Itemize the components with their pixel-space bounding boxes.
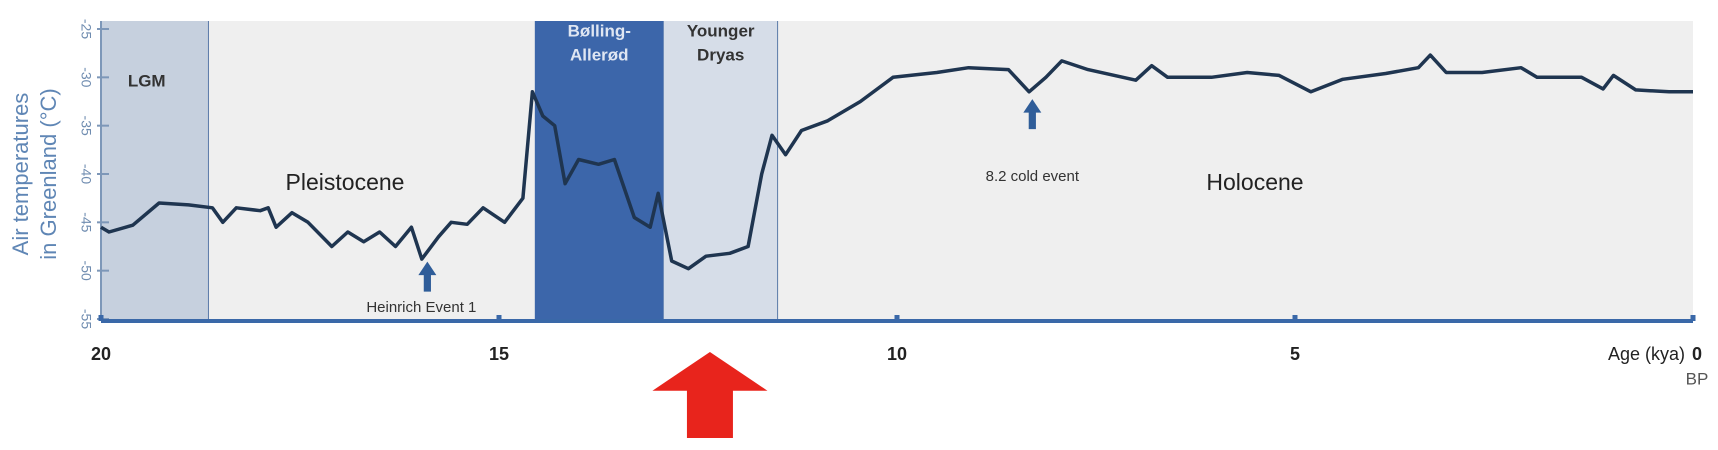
y-axis-label: in Greenland (°C)	[36, 88, 61, 259]
y-tick-label: -40	[78, 164, 94, 184]
highlight-arrow	[652, 352, 768, 438]
x-tick-label: 5	[1290, 344, 1300, 364]
temperature-line	[100, 53, 1693, 271]
event-label: Heinrich Event 1	[366, 299, 476, 316]
x-tick-label: 10	[887, 344, 907, 364]
event-label: 8.2 cold event	[986, 168, 1080, 185]
x-axis-label: Age (kya)	[1608, 344, 1685, 364]
event-arrow	[418, 261, 437, 292]
x-suffix-label: BP	[1686, 369, 1709, 388]
region-label: Dryas	[697, 45, 744, 64]
region	[663, 21, 778, 319]
period-label: Holocene	[1206, 169, 1303, 195]
x-tick-label: 15	[489, 344, 509, 364]
plot-background	[101, 21, 1693, 319]
y-tick-label: -45	[78, 212, 94, 232]
x-tick-label: 0	[1692, 344, 1702, 364]
y-tick-label: -25	[78, 19, 94, 39]
region-label: LGM	[128, 71, 166, 90]
period-label: Pleistocene	[286, 169, 405, 195]
y-tick-label: -55	[78, 309, 94, 329]
x-tick-label: 20	[91, 344, 111, 364]
region	[534, 21, 664, 319]
event-arrow	[1023, 99, 1042, 130]
region-label: Younger	[687, 21, 755, 40]
y-tick-label: -50	[78, 261, 94, 281]
y-tick-label: -30	[78, 67, 94, 87]
y-axis-label: Air temperatures	[8, 93, 33, 256]
region-label: Bølling-	[568, 21, 631, 40]
y-tick-label: -35	[78, 116, 94, 136]
region	[101, 21, 209, 319]
region-label: Allerød	[570, 45, 629, 64]
